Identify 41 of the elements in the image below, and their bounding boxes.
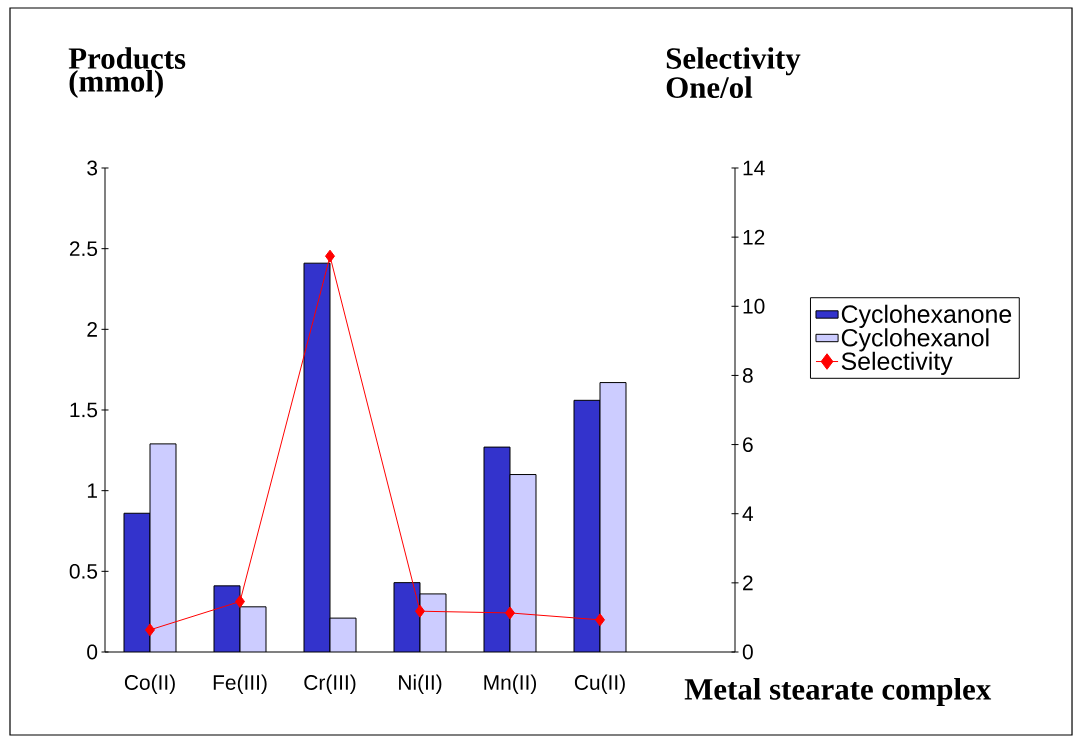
legend-label: Cyclohexanol [841,328,989,352]
y-tick-label: 1 [87,483,97,498]
point [595,613,605,627]
y2-tick-label: 4 [742,506,754,521]
x-tick-label: Cr(III) [304,674,356,695]
bar [240,606,266,652]
y2-tick-label: 8 [742,368,753,383]
point [145,623,155,637]
x-tick-label: Ni(II) [399,674,442,695]
y-tick-label: 0.5 [69,563,98,579]
x-axis-title: Metal stearate complex [684,677,992,707]
point [415,604,425,618]
bar [150,443,176,652]
bar [599,382,627,652]
y-tick-label: 2.5 [69,241,98,257]
y2-tick-label: 12 [743,229,765,245]
y2-axis-title: Selectivity One/ol [666,47,801,99]
legend-label: Selectivity [841,351,953,375]
bar [573,399,601,652]
y-axis-title: Products (mmol) [68,47,186,98]
bar [510,474,536,652]
y-tick-label: 2 [87,322,97,337]
y2-tick-label: 10 [743,298,765,314]
x-tick-label: Cu(II) [574,674,625,695]
x-tick-label: Co(II) [124,674,175,695]
point [325,249,335,263]
y-tick-label: 0 [87,644,98,660]
y2-tick-label: 6 [743,437,753,452]
y2-tick-label: 2 [743,575,753,591]
bar [124,513,150,652]
point [505,606,515,620]
y2-tick-label: 0 [742,644,753,660]
bar [304,263,330,652]
x-tick-label: Fe(III) [213,674,267,695]
y-tick-label: 1.5 [70,402,98,418]
x-tick-label: Mn(II) [484,674,537,695]
legend-label: Cyclohexanone [841,304,1012,328]
bar [484,447,510,652]
point [235,595,245,608]
y-tick-label: 3 [87,160,98,176]
y2-tick-label: 14 [743,160,765,176]
